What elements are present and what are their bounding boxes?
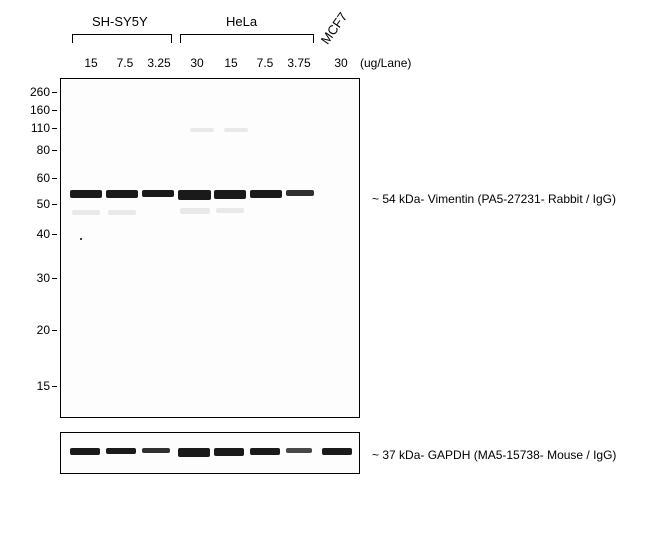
band-loading <box>214 448 244 456</box>
band-loading <box>250 448 280 455</box>
band-main <box>70 190 102 198</box>
side-label-main: ~ 54 kDa- Vimentin (PA5-27231- Rabbit / … <box>372 192 616 206</box>
mw-marker-tick <box>52 128 57 129</box>
band-main <box>142 190 174 197</box>
band-main <box>214 190 246 199</box>
mw-marker-label: 20 <box>20 323 50 337</box>
mw-marker-tick <box>52 150 57 151</box>
band-main <box>106 190 138 198</box>
figure-container: SH-SY5Y HeLa MCF7 157.53.2530157.53.7530… <box>0 0 650 542</box>
mw-marker-label: 110 <box>20 121 50 135</box>
band-loading <box>286 448 312 453</box>
bracket-shsy5y <box>72 34 172 42</box>
mw-marker-label: 60 <box>20 171 50 185</box>
lane-label: 7.5 <box>108 56 142 70</box>
band-main <box>250 190 282 198</box>
bracket-hela <box>180 34 314 42</box>
mw-marker-tick <box>52 278 57 279</box>
lane-label: 15 <box>74 56 108 70</box>
lane-label: 30 <box>180 56 214 70</box>
lane-unit-label: (ug/Lane) <box>360 56 411 70</box>
lane-label: 3.75 <box>282 56 316 70</box>
band-faint <box>190 128 214 132</box>
band-loading <box>142 448 170 453</box>
band-loading <box>70 448 100 455</box>
mw-marker-tick <box>52 386 57 387</box>
band-faint <box>216 208 244 213</box>
speck-dot <box>80 238 82 240</box>
band-loading <box>106 448 136 454</box>
band-loading <box>178 448 210 457</box>
mw-marker-tick <box>52 92 57 93</box>
band-faint <box>108 210 136 215</box>
mw-marker-tick <box>52 178 57 179</box>
group-label-mcf7: MCF7 <box>318 9 351 47</box>
mw-marker-label: 30 <box>20 271 50 285</box>
band-main <box>286 190 314 196</box>
band-faint <box>224 128 248 132</box>
band-faint <box>180 208 210 214</box>
mw-marker-label: 260 <box>20 85 50 99</box>
mw-marker-tick <box>52 204 57 205</box>
group-label-hela: HeLa <box>226 14 257 29</box>
lane-label: 30 <box>324 56 358 70</box>
band-faint <box>72 210 100 215</box>
lane-label: 15 <box>214 56 248 70</box>
side-label-loading: ~ 37 kDa- GAPDH (MA5-15738- Mouse / IgG) <box>372 448 616 462</box>
mw-marker-label: 80 <box>20 143 50 157</box>
blot-loading <box>60 432 360 474</box>
band-main <box>178 190 211 200</box>
mw-marker-label: 50 <box>20 197 50 211</box>
mw-marker-tick <box>52 330 57 331</box>
lane-label: 7.5 <box>248 56 282 70</box>
mw-marker-label: 40 <box>20 227 50 241</box>
mw-marker-label: 15 <box>20 379 50 393</box>
band-loading <box>322 448 352 455</box>
mw-marker-tick <box>52 110 57 111</box>
mw-marker-tick <box>52 234 57 235</box>
mw-marker-label: 160 <box>20 103 50 117</box>
group-label-shsy5y: SH-SY5Y <box>92 14 148 29</box>
lane-label: 3.25 <box>142 56 176 70</box>
